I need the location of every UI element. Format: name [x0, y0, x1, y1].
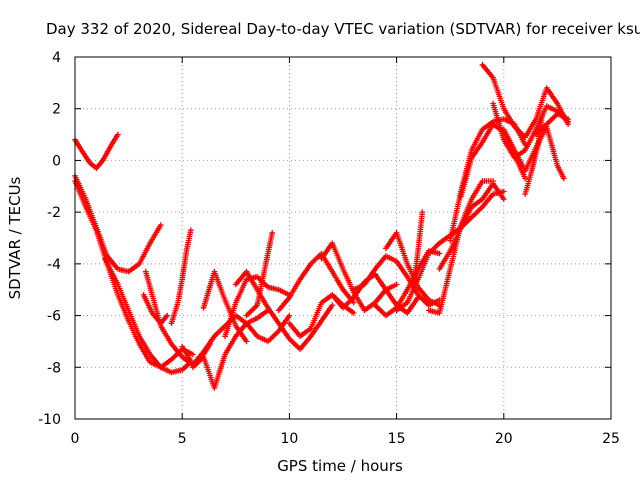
series-sat-13 — [243, 230, 275, 319]
series-sat-2 — [72, 173, 164, 275]
data-traces — [72, 62, 571, 391]
series-sat-7 — [168, 227, 194, 327]
series-sat-10 — [200, 268, 250, 345]
chart-title: Day 332 of 2020, Sidereal Day-to-day VTE… — [46, 20, 640, 38]
series-sat-4 — [102, 255, 194, 376]
y-tick-label: 4 — [52, 50, 61, 66]
y-tick-label: -2 — [47, 205, 61, 221]
y-tick-label: -6 — [47, 309, 61, 325]
plot-frame — [74, 56, 612, 420]
series-sat-22 — [411, 209, 426, 288]
series-sat-24 — [436, 180, 507, 272]
x-tick-labels: 0 5 10 15 20 25 — [71, 431, 620, 447]
series-sat-15 — [286, 292, 357, 340]
series-sat-12 — [233, 268, 336, 352]
y-tick-label: -4 — [47, 257, 61, 273]
series-sat-31 — [533, 111, 571, 138]
y-tick-label: -8 — [47, 360, 61, 376]
series-sat-27 — [479, 62, 571, 140]
y-tick-label: 2 — [52, 102, 61, 118]
y-tick-label: 0 — [52, 153, 61, 169]
series-sat-1 — [72, 131, 121, 171]
series-sat-9 — [190, 312, 293, 391]
y-axis-title: SDTVAR / TECUs — [6, 176, 24, 299]
series-sat-16 — [318, 240, 400, 314]
x-tick-label: 20 — [495, 431, 513, 447]
x-axis-title: GPS time / hours — [277, 457, 403, 475]
x-tick-label: 15 — [388, 431, 406, 447]
y-tick-labels: -10 -8 -6 -4 -2 0 2 4 — [38, 50, 61, 428]
y-tick-label: -10 — [38, 412, 61, 428]
x-tick-label: 0 — [71, 431, 80, 447]
x-tick-label: 25 — [602, 431, 620, 447]
x-tick-label: 5 — [178, 431, 187, 447]
x-tick-label: 10 — [280, 431, 298, 447]
